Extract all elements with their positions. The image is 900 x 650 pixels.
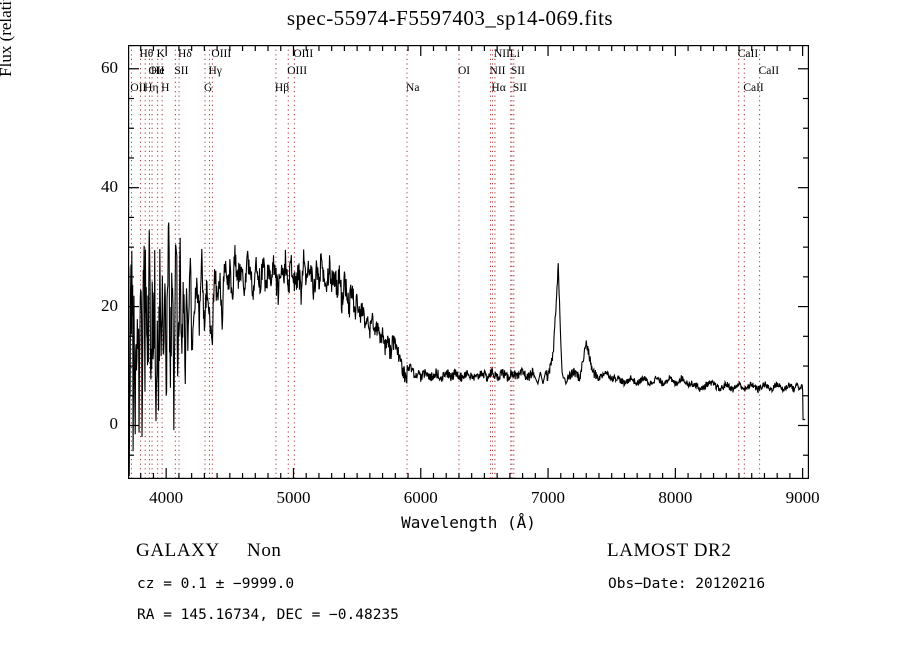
line-label-CaII-8662: CaII — [758, 65, 780, 77]
coordinates-label: RA = 145.16734, DEC = −0.48235 — [137, 607, 399, 623]
plot-border — [128, 45, 809, 479]
object-class-label: GALAXY — [136, 540, 220, 561]
line-label-H-3835: Hη — [144, 82, 159, 94]
line-label-NII-6583: NII — [493, 48, 510, 60]
line-label-OII-3869: OII — [148, 65, 165, 77]
line-label-H-4862: Hβ — [274, 82, 290, 94]
line-label-SII-6731: SII — [512, 82, 527, 94]
line-label-SII-4072: SII — [174, 65, 189, 77]
y-axis-label: Flux (relative) — [0, 0, 15, 77]
line-label-SII-6716: SII — [510, 65, 525, 77]
line-label-Li-6707: Li — [509, 48, 520, 60]
y-tick-20: 20 — [101, 295, 118, 315]
line-label-OIII-4363: OIII — [211, 48, 232, 60]
x-tick-9000: 9000 — [785, 488, 820, 507]
x-tick-8000: 8000 — [658, 488, 693, 507]
line-label-H-4101: Hδ — [178, 48, 192, 60]
y-tick-0: 0 — [109, 414, 119, 434]
x-tick-4000: 4000 — [149, 488, 184, 507]
x-tick-5000: 5000 — [276, 488, 311, 507]
redshift-label: cz = 0.1 ± −9999.0 — [137, 576, 295, 592]
axis-frame — [128, 45, 809, 479]
line-label-Na-5892: Na — [406, 82, 420, 94]
spectrum-trace — [128, 222, 806, 477]
line-label-H-3798: Hθ — [139, 48, 154, 60]
line-label-H-6563: Hα — [491, 82, 506, 94]
line-label-CaII-8498: CaII — [737, 48, 759, 60]
y-tick-40: 40 — [101, 176, 118, 196]
x-tick-7000: 7000 — [531, 488, 566, 507]
plot-area — [128, 45, 809, 479]
line-label-H-3968: H — [161, 82, 170, 94]
obs-date-label: Obs−Date: 20120216 — [608, 576, 766, 592]
object-subclass-label: Non — [247, 540, 282, 561]
line-label-G-4305: G — [204, 82, 213, 94]
x-tick-6000: 6000 — [403, 488, 438, 507]
line-label-NII-6548: NII — [489, 65, 506, 77]
spectrum-plot-svg — [128, 45, 809, 479]
line-label-OII-3727: OII — [130, 82, 147, 94]
line-label-CaII-8542: CaII — [743, 82, 764, 94]
survey-label: LAMOST DR2 — [607, 540, 732, 561]
line-label-H-4340: Hγ — [208, 65, 222, 77]
line-label-He-3889: He — [151, 65, 165, 77]
page-title: spec-55974-F5597403_sp14-069.fits — [286, 6, 614, 30]
line-label-OI-6300: OI — [457, 65, 471, 77]
line-label-OIII-4959: OIII — [287, 65, 308, 77]
line-label-OIII-5007: OIII — [293, 48, 314, 60]
x-axis-label: Wavelength (Å) — [401, 513, 536, 532]
line-label-K-3933: K — [156, 48, 165, 60]
y-tick-60: 60 — [101, 57, 118, 77]
